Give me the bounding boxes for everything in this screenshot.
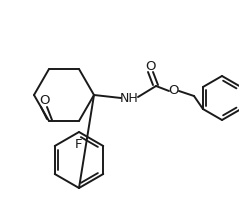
Text: O: O — [39, 94, 49, 108]
Text: NH: NH — [120, 91, 138, 105]
Text: O: O — [169, 85, 179, 97]
Text: O: O — [146, 60, 156, 72]
Text: F: F — [75, 138, 83, 151]
